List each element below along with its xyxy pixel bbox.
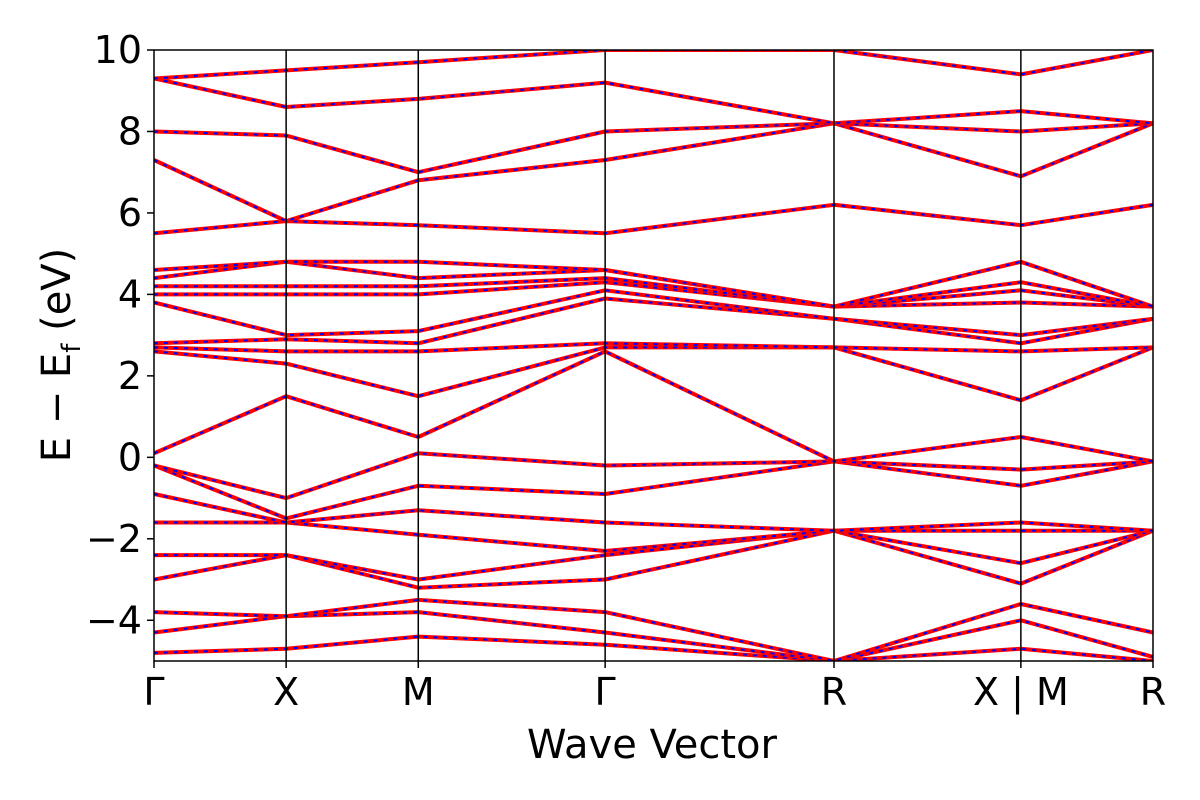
y-tick-label: 0 bbox=[118, 435, 142, 479]
band-line-22 bbox=[154, 76, 1153, 126]
band-line-9 bbox=[154, 451, 1153, 501]
y-tick-label: −4 bbox=[86, 598, 142, 642]
band-line-23 bbox=[154, 50, 1153, 81]
y-axis-title-unit: (eV) bbox=[34, 248, 80, 344]
x-tick-label: M bbox=[402, 670, 435, 714]
x-axis-title: Wave Vector bbox=[527, 722, 778, 768]
band-line-19 bbox=[154, 202, 1153, 236]
x-tick-label: X | M bbox=[973, 670, 1069, 715]
y-tick-label: 6 bbox=[118, 191, 142, 235]
x-tick-label: X bbox=[273, 670, 299, 714]
y-tick-label: 4 bbox=[118, 272, 142, 316]
kpoint-lines-layer bbox=[285, 50, 1022, 661]
x-tick-label: R bbox=[1140, 670, 1166, 714]
y-axis-title-main: E − E bbox=[34, 353, 80, 463]
band-line-dashed-22 bbox=[154, 77, 1153, 125]
plot-frame bbox=[153, 49, 1154, 662]
band-line-dashed-6 bbox=[154, 521, 1153, 553]
band-line-dashed-13 bbox=[154, 297, 1153, 345]
x-tick-label: Γ bbox=[143, 670, 164, 714]
band-line-13 bbox=[154, 296, 1153, 346]
y-tick-label: −2 bbox=[86, 517, 142, 561]
y-axis-ticks: −4 −2 0 2 4 6 8 10 bbox=[86, 28, 154, 642]
x-axis-ticks: Γ X M Γ R X | M R bbox=[143, 661, 1166, 715]
bands-layer bbox=[154, 50, 1153, 661]
y-axis-title: E − Ef (eV) bbox=[34, 248, 87, 463]
band-line-21 bbox=[154, 121, 1153, 175]
band-line-dashed-23 bbox=[154, 50, 1153, 80]
x-tick-label: R bbox=[821, 670, 847, 714]
band-line-2 bbox=[154, 610, 1153, 661]
y-axis-title-sub: f bbox=[57, 343, 87, 353]
y-tick-label: 10 bbox=[94, 28, 142, 72]
band-line-14 bbox=[154, 288, 1153, 338]
band-line-dashed-5 bbox=[154, 529, 1153, 581]
x-tick-label: Γ bbox=[595, 670, 616, 714]
band-line-20 bbox=[154, 121, 1153, 224]
y-tick-label: 8 bbox=[118, 109, 142, 153]
y-tick-label: 2 bbox=[118, 354, 142, 398]
band-line-5 bbox=[154, 528, 1153, 582]
